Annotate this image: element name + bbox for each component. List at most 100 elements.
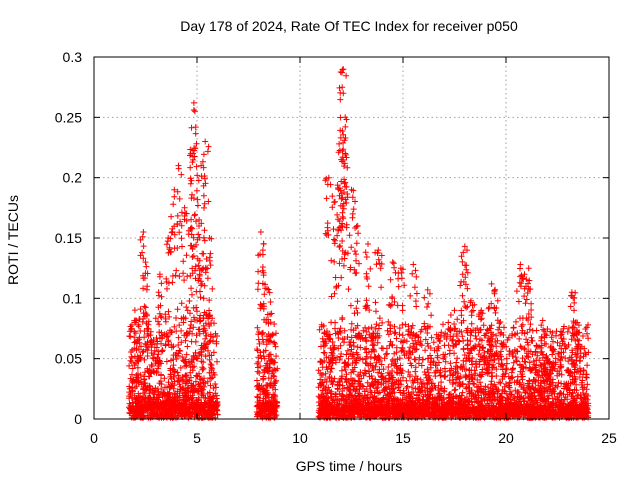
data-point [140,243,147,250]
data-point [342,366,349,373]
data-point [156,414,163,421]
data-point [151,347,158,354]
data-point [272,398,279,405]
data-point [175,162,182,169]
data-point [271,340,278,347]
data-point [266,361,273,367]
data-point [379,319,386,326]
data-point [447,360,454,367]
data-point [176,195,183,202]
data-point [363,338,370,345]
data-point [129,365,136,372]
data-point [254,377,260,384]
data-point [363,345,370,352]
data-point [210,393,217,400]
data-point [178,339,185,346]
data-point [202,335,209,342]
data-point [198,358,205,365]
data-point [264,400,271,406]
data-point [348,320,355,327]
data-point [137,410,144,417]
data-point [271,373,278,380]
data-point [565,358,572,365]
data-point [194,308,200,315]
data-point [198,399,205,406]
data-point [168,213,175,220]
data-point [126,395,133,402]
data-point [273,377,279,384]
data-point [181,277,188,284]
data-point [189,364,196,371]
data-point [540,326,547,333]
data-point [151,403,158,409]
data-point [430,339,437,346]
data-point [141,356,148,363]
data-point [473,335,480,342]
data-point [134,337,141,344]
data-point [187,388,194,395]
data-point [173,315,179,321]
data-point [188,124,195,131]
data-point [267,414,273,421]
data-point [169,273,176,279]
data-point [260,401,267,407]
data-point [199,407,206,413]
data-point [175,334,182,341]
data-point [182,372,189,378]
data-point [173,267,180,274]
data-point [403,377,410,384]
data-point [538,335,545,342]
data-point [132,378,138,385]
data-point [126,383,133,390]
data-point [195,231,202,238]
data-point [129,399,136,406]
data-point [207,361,214,368]
data-point [174,392,181,399]
data-point [327,369,334,375]
data-point [140,229,147,235]
data-point [157,358,164,365]
data-point [207,397,213,403]
data-point [190,99,197,106]
data-point [142,380,149,386]
data-point [176,273,183,280]
data-point [140,414,147,421]
data-point [209,414,216,421]
data-point [208,364,215,371]
data-point [174,352,181,359]
data-point [188,285,195,292]
data-point [152,400,159,407]
data-point [175,372,182,379]
data-point [208,365,215,372]
data-point [132,400,139,407]
data-point [190,324,197,331]
data-point [584,330,590,337]
data-point [190,314,197,321]
data-point [260,339,267,345]
data-point [154,354,161,361]
data-point [512,354,519,361]
data-point [254,393,261,400]
data-point [162,342,169,349]
data-point [135,402,142,409]
data-point [183,332,190,339]
data-point [129,384,136,391]
data-point [183,378,190,385]
data-point [399,332,406,339]
data-point [268,394,275,401]
data-point [174,212,181,219]
data-point [388,361,395,368]
data-point [183,351,190,358]
data-point [432,373,439,380]
data-point [170,362,177,369]
data-point [212,381,219,387]
data-point [186,298,193,304]
data-point [271,366,278,373]
data-point [200,392,207,399]
data-point [141,334,148,341]
data-point [192,124,199,131]
data-point [150,355,157,362]
data-point [138,343,144,350]
data-point [172,398,179,405]
data-point [163,411,170,418]
